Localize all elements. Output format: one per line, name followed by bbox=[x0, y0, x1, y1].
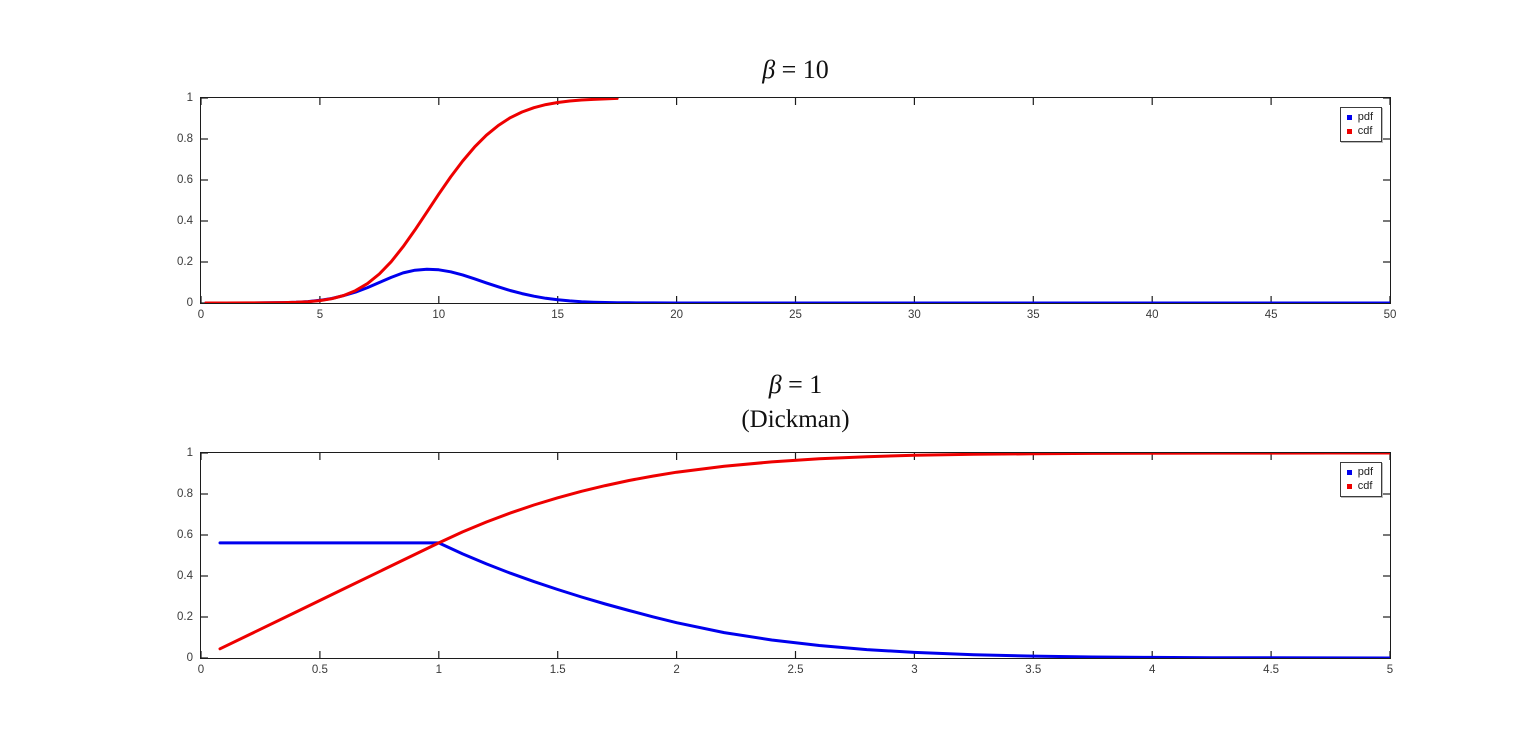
chart-title-beta-1: β = 1 bbox=[200, 370, 1391, 400]
legend-label-pdf: pdf bbox=[1357, 111, 1373, 123]
y-tick-label: 0.6 bbox=[177, 174, 193, 186]
legend-label-pdf: pdf bbox=[1357, 466, 1373, 478]
cdf-marker-icon bbox=[1346, 484, 1352, 489]
x-axis-tick-labels: 0 0.5 1 1.5 2 2.5 3 3.5 4 4.5 5 bbox=[198, 658, 1393, 678]
x-tick-label: 15 bbox=[551, 309, 565, 321]
y-tick-label: 0.2 bbox=[177, 256, 193, 268]
x-tick-label: 20 bbox=[670, 309, 683, 321]
x-tick-label: 1 bbox=[435, 664, 442, 676]
x-tick-label: 2 bbox=[673, 664, 680, 676]
y-tick-label: 0 bbox=[186, 297, 193, 309]
x-tick-label: 5 bbox=[1386, 664, 1394, 676]
y-tick-label: 0.4 bbox=[177, 570, 193, 582]
legend-item-cdf: cdf bbox=[1346, 480, 1373, 493]
y-tick-label: 0.4 bbox=[177, 215, 193, 227]
x-tick-label: 0.5 bbox=[311, 664, 328, 676]
y-tick-label: 0.8 bbox=[177, 133, 193, 145]
beta-symbol: β bbox=[768, 370, 782, 399]
x-tick-label: 30 bbox=[907, 309, 921, 321]
beta-symbol: β bbox=[762, 55, 776, 84]
plot-canvas bbox=[201, 453, 1390, 658]
x-tick-label: 3 bbox=[911, 664, 918, 676]
cdf-marker-icon bbox=[1346, 129, 1352, 134]
y-tick-label: 0.6 bbox=[177, 529, 193, 541]
y-tick-label: 0 bbox=[186, 652, 193, 664]
legend-label-cdf: cdf bbox=[1357, 480, 1373, 492]
x-tick-label: 40 bbox=[1145, 309, 1159, 321]
y-tick-label: 0.2 bbox=[177, 611, 193, 623]
x-tick-label: 4.5 bbox=[1263, 664, 1280, 676]
legend-box: pdf cdf bbox=[1339, 107, 1382, 142]
y-tick-label: 1 bbox=[186, 447, 193, 459]
legend-box: pdf cdf bbox=[1339, 462, 1382, 497]
legend-item-pdf: pdf bbox=[1346, 111, 1373, 124]
plot-canvas bbox=[201, 98, 1390, 303]
plot-area: pdf cdf 0 0.5 1 1.5 2 2.5 3 3.5 4 4.5 5 0 0.2 0.4 0.6… bbox=[177, 447, 1393, 676]
x-tick-label: 45 bbox=[1264, 309, 1278, 321]
y-axis-tick-labels: 0 0.2 0.4 0.6 0.8 1 bbox=[157, 92, 201, 309]
x-tick-label: 35 bbox=[1026, 309, 1040, 321]
y-axis-tick-labels: 0 0.2 0.4 0.6 0.8 1 bbox=[157, 447, 201, 664]
x-tick-label: 25 bbox=[789, 309, 802, 321]
x-tick-label: 0 bbox=[197, 664, 205, 676]
x-tick-label: 4 bbox=[1148, 664, 1156, 676]
pdf-marker-icon bbox=[1346, 470, 1352, 475]
x-axis-tick-labels: 0 5 10 15 20 25 30 35 40 45 50 bbox=[198, 303, 1397, 323]
chart-title-beta-10: β = 10 bbox=[200, 55, 1391, 85]
pdf-marker-icon bbox=[1346, 115, 1352, 120]
chart-subtitle-dickman: (Dickman) bbox=[741, 406, 850, 433]
x-tick-label: 50 bbox=[1383, 309, 1397, 321]
legend-label-cdf: cdf bbox=[1357, 125, 1373, 137]
x-tick-label: 3.5 bbox=[1025, 664, 1042, 676]
x-tick-label: 0 bbox=[197, 309, 205, 321]
legend-item-cdf: cdf bbox=[1346, 125, 1373, 138]
x-tick-label: 2.5 bbox=[787, 664, 804, 676]
y-tick-label: 1 bbox=[186, 92, 193, 104]
plot-area: pdf cdf 0 5 10 15 20 25 30 35 40 45 50 0 0.2 0.4 0.6 0… bbox=[177, 92, 1396, 321]
x-tick-label: 10 bbox=[432, 309, 446, 321]
title-value: = 1 bbox=[781, 370, 823, 399]
title-value: = 10 bbox=[775, 55, 829, 84]
legend-item-pdf: pdf bbox=[1346, 466, 1373, 479]
x-tick-label: 1.5 bbox=[549, 664, 566, 676]
y-tick-label: 0.8 bbox=[177, 488, 193, 500]
x-tick-label: 5 bbox=[316, 309, 324, 321]
